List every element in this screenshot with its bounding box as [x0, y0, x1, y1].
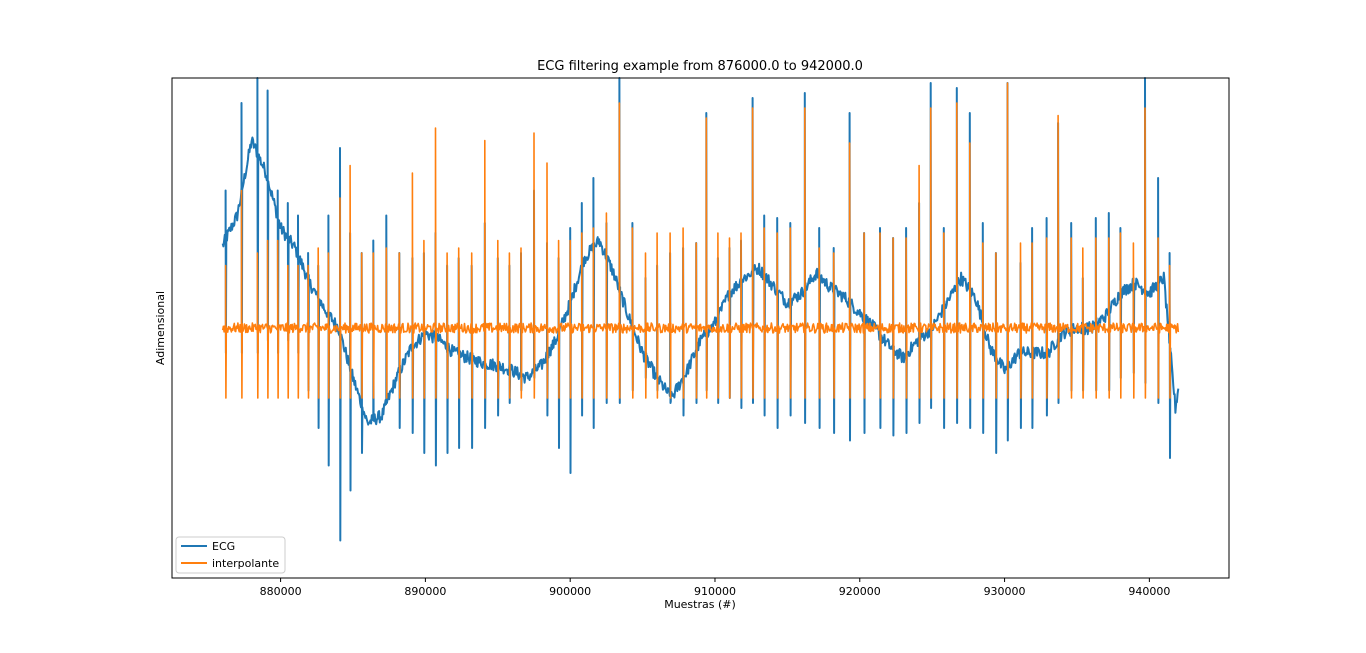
x-tick-label: 930000 — [984, 585, 1026, 598]
x-tick-label: 880000 — [260, 585, 302, 598]
series-line-ecg — [221, 77, 1180, 542]
legend-label-interpolante: interpolante — [212, 557, 279, 570]
chart-title: ECG filtering example from 876000.0 to 9… — [537, 59, 863, 74]
y-axis-label: Adimensional — [154, 291, 167, 365]
series-layer — [221, 77, 1180, 542]
x-tick-label: 890000 — [404, 585, 446, 598]
plot-frame — [171, 77, 1230, 579]
x-tick-label: 900000 — [549, 585, 591, 598]
x-tick-label: 920000 — [839, 585, 881, 598]
x-tick-label: 910000 — [694, 585, 736, 598]
x-axis-ticks: 880000 890000 900000 910000 920000 930000 9400… — [260, 578, 1170, 598]
legend: ECG interpolante — [175, 536, 286, 574]
series-line-interpolante — [221, 82, 1180, 399]
legend-label-ecg: ECG — [212, 540, 235, 553]
x-axis-label: Muestras (#) — [664, 598, 736, 611]
x-tick-label: 940000 — [1128, 585, 1170, 598]
